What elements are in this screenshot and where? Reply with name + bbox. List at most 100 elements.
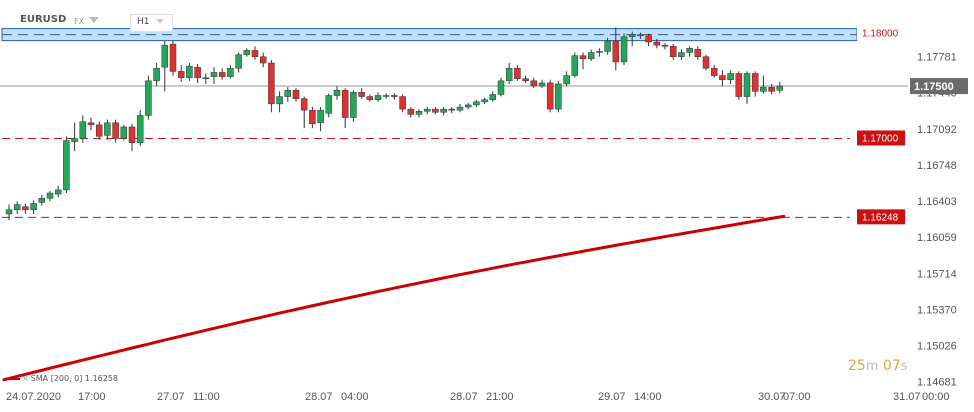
candle-body — [268, 62, 275, 105]
time-tick-label: 04:00 — [341, 391, 369, 403]
candle-body — [628, 34, 636, 38]
candle — [202, 73, 210, 84]
candle — [645, 33, 652, 47]
candle — [702, 54, 710, 71]
candle-body — [776, 85, 784, 91]
candle — [13, 201, 21, 214]
symbol-dropdown-icon[interactable] — [89, 17, 99, 23]
candle-body — [46, 192, 54, 199]
candle — [620, 33, 628, 66]
close-icon[interactable]: × — [22, 374, 29, 383]
candle — [30, 200, 37, 214]
countdown-minutes: 25 — [848, 358, 866, 374]
candle-body — [391, 95, 398, 97]
candle-body — [432, 108, 439, 113]
candle-body — [186, 65, 193, 78]
price-tick-label: 1.15370 — [917, 304, 957, 316]
candle — [587, 49, 595, 61]
candle-body — [743, 73, 751, 97]
candle — [579, 52, 587, 70]
level-price-tag-bg — [857, 25, 905, 41]
candle — [678, 49, 685, 60]
candle-body — [448, 108, 456, 111]
candle-body — [423, 108, 431, 112]
candle — [63, 136, 70, 194]
candle — [382, 93, 390, 99]
candle — [194, 64, 201, 83]
candle — [743, 71, 751, 104]
candle — [710, 65, 718, 78]
candle — [153, 62, 160, 87]
candle — [300, 96, 308, 129]
candle-body — [596, 51, 603, 53]
candle-body — [751, 73, 759, 92]
current-price-tag-bg — [910, 78, 968, 95]
candle-body — [497, 80, 505, 95]
candle — [686, 46, 693, 57]
candle — [374, 92, 382, 102]
candle-body — [530, 80, 538, 87]
candle — [489, 91, 497, 102]
candle-body — [259, 56, 267, 64]
price-tick-label: 1.14681 — [917, 377, 957, 389]
candle — [259, 52, 267, 68]
time-tick-label: 07:00 — [783, 391, 811, 403]
candle-body — [169, 43, 177, 72]
candle — [161, 40, 169, 92]
candle — [514, 65, 521, 81]
price-tick-label: 1.16403 — [917, 196, 957, 208]
candle-body — [120, 126, 128, 139]
time-tick-label: 00:00 — [922, 391, 950, 403]
candle-body — [415, 110, 423, 115]
candle-body — [407, 108, 415, 115]
candle-body — [464, 104, 472, 108]
candle — [538, 79, 546, 89]
candle — [177, 65, 185, 82]
candle — [120, 124, 128, 141]
candle — [694, 46, 702, 60]
candle — [415, 109, 423, 118]
candle — [333, 86, 341, 100]
candle — [563, 71, 570, 87]
candle-body — [768, 86, 775, 92]
level-price-tag-bg — [857, 130, 905, 146]
candle — [522, 75, 529, 83]
candle — [268, 59, 275, 113]
candle-body — [620, 36, 628, 63]
candle — [284, 87, 292, 102]
candle — [448, 107, 456, 114]
candle-body — [571, 55, 579, 76]
candle-body — [358, 92, 365, 97]
candle-countdown: 25m 07s — [848, 358, 908, 374]
candle-body — [300, 98, 308, 111]
time-axis[interactable]: 24.07.2020 17:00 27.07 11:00 28.07 04:00 28.07… — [6, 391, 950, 403]
candle — [358, 88, 365, 99]
candle-body — [161, 44, 169, 68]
candle — [481, 97, 488, 104]
candle — [325, 93, 333, 118]
candle-body — [218, 72, 226, 77]
candle-body — [292, 90, 300, 99]
candle-body — [194, 66, 201, 78]
candle — [760, 75, 767, 94]
candle-body — [22, 206, 29, 211]
candle — [292, 88, 300, 102]
time-tick-label: 21:00 — [486, 391, 514, 403]
candle — [399, 94, 406, 113]
candle-body — [350, 92, 357, 118]
candle-body — [79, 121, 87, 139]
candle-body — [284, 90, 292, 97]
sma-legend[interactable]: × SMA [200, 0] 1.16258 — [8, 374, 118, 383]
time-tick-label: 14:00 — [634, 391, 662, 403]
candle-body — [235, 54, 242, 69]
candle-body — [702, 56, 710, 69]
chevron-down-icon[interactable] — [156, 19, 164, 24]
symbol-label[interactable]: EURUSD — [20, 14, 67, 25]
candle — [95, 121, 103, 139]
candle — [243, 48, 251, 57]
price-axis[interactable]: 1.177811.174401.170921.167481.164031.160… — [857, 25, 968, 389]
candle — [727, 70, 734, 84]
candle — [456, 103, 464, 113]
timeframe-select[interactable]: H1 — [130, 14, 173, 32]
